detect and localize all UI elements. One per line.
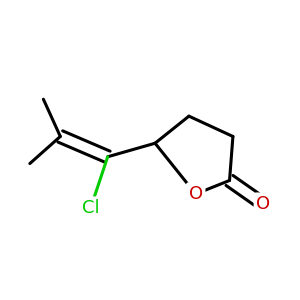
Text: O: O (256, 195, 270, 213)
Text: Cl: Cl (82, 199, 100, 217)
Text: O: O (189, 185, 203, 203)
